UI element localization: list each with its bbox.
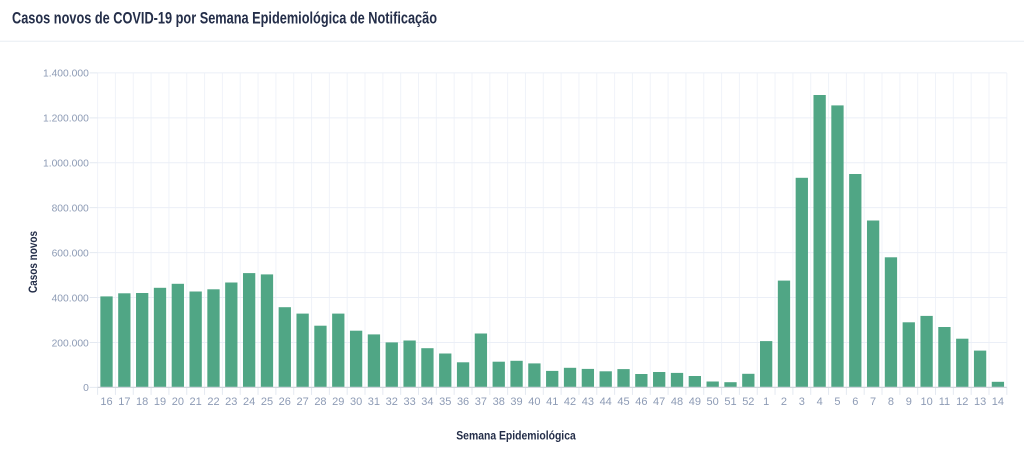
svg-text:600.000: 600.000 (52, 248, 89, 259)
svg-text:1.000.000: 1.000.000 (43, 159, 89, 170)
svg-text:400.000: 400.000 (52, 293, 89, 304)
svg-text:43: 43 (582, 396, 594, 408)
svg-text:48: 48 (671, 396, 683, 408)
svg-text:31: 31 (368, 396, 380, 408)
svg-text:3: 3 (799, 396, 805, 408)
svg-text:39: 39 (510, 396, 522, 408)
svg-text:29: 29 (332, 396, 344, 408)
svg-text:50: 50 (707, 396, 719, 408)
svg-text:47: 47 (653, 396, 665, 408)
svg-text:4: 4 (817, 396, 823, 408)
svg-text:6: 6 (852, 396, 858, 408)
svg-text:23: 23 (225, 396, 237, 408)
svg-text:27: 27 (296, 396, 308, 408)
svg-text:45: 45 (617, 396, 629, 408)
svg-text:10: 10 (920, 396, 932, 408)
svg-text:42: 42 (564, 396, 576, 408)
svg-text:2: 2 (781, 396, 787, 408)
svg-text:12: 12 (956, 396, 968, 408)
svg-text:33: 33 (403, 396, 415, 408)
svg-text:26: 26 (279, 396, 291, 408)
svg-text:24: 24 (243, 396, 255, 408)
svg-text:18: 18 (136, 396, 148, 408)
svg-text:20: 20 (172, 396, 184, 408)
svg-text:11: 11 (939, 396, 950, 408)
svg-text:800.000: 800.000 (52, 203, 89, 214)
svg-text:19: 19 (154, 396, 166, 408)
svg-text:17: 17 (118, 396, 130, 408)
svg-text:40: 40 (528, 396, 540, 408)
svg-text:200.000: 200.000 (52, 338, 89, 349)
svg-text:37: 37 (475, 396, 487, 408)
svg-text:36: 36 (457, 396, 469, 408)
svg-text:1.200.000: 1.200.000 (43, 114, 89, 125)
svg-text:34: 34 (421, 396, 433, 408)
svg-text:28: 28 (314, 396, 326, 408)
svg-text:13: 13 (974, 396, 986, 408)
svg-text:5: 5 (834, 396, 840, 408)
svg-text:35: 35 (439, 396, 451, 408)
svg-text:Casos novos: Casos novos (28, 231, 40, 293)
svg-text:52: 52 (742, 396, 754, 408)
svg-text:8: 8 (888, 396, 894, 408)
svg-text:9: 9 (906, 396, 912, 408)
svg-text:14: 14 (992, 396, 1004, 408)
svg-text:51: 51 (724, 396, 736, 408)
svg-text:21: 21 (190, 396, 202, 408)
svg-text:1: 1 (763, 396, 769, 408)
svg-text:7: 7 (870, 396, 876, 408)
svg-text:46: 46 (635, 396, 647, 408)
svg-text:30: 30 (350, 396, 362, 408)
svg-text:38: 38 (493, 396, 505, 408)
svg-text:25: 25 (261, 396, 273, 408)
svg-text:0: 0 (83, 383, 89, 394)
svg-text:1.400.000: 1.400.000 (43, 69, 89, 80)
svg-text:Casos novos de COVID-19 por Se: Casos novos de COVID-19 por Semana Epide… (12, 9, 437, 27)
svg-text:41: 41 (546, 396, 558, 408)
svg-text:Semana Epidemiológica: Semana Epidemiológica (456, 431, 576, 443)
svg-text:32: 32 (386, 396, 398, 408)
svg-text:44: 44 (600, 396, 612, 408)
svg-text:22: 22 (207, 396, 219, 408)
svg-text:49: 49 (689, 396, 701, 408)
svg-text:16: 16 (100, 396, 112, 408)
